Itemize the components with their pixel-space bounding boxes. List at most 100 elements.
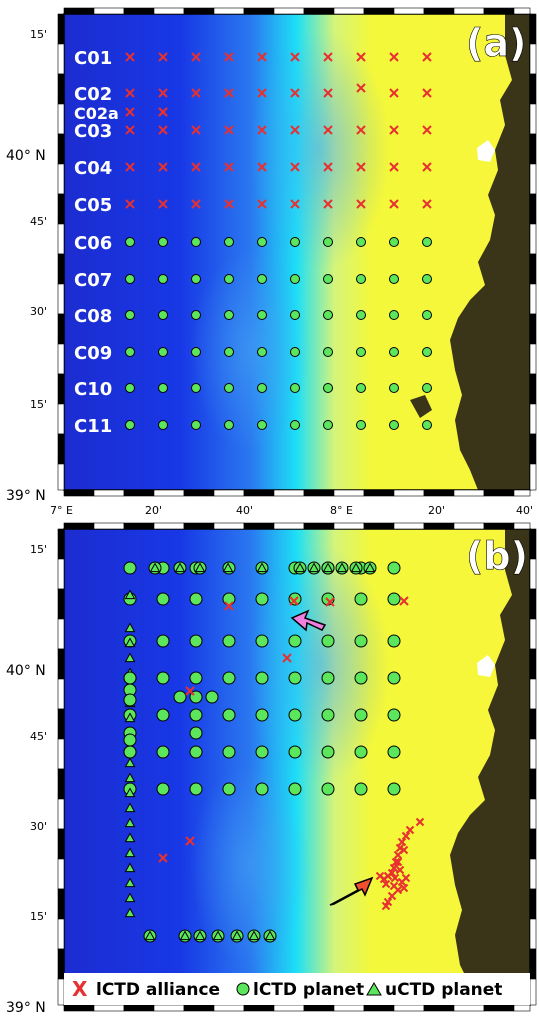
uctd-planet-marker [222, 562, 234, 573]
lctd-planet-marker [321, 671, 335, 685]
circle-marker-icon [236, 982, 250, 996]
lctd-planet-marker [387, 671, 401, 685]
lctd-planet-marker [321, 782, 335, 796]
lon-tick: 8° E [330, 504, 353, 517]
lctd-alliance-marker [282, 653, 292, 663]
lctd-planet-marker [125, 383, 135, 393]
lctd-alliance-marker [389, 52, 399, 62]
lctd-planet-marker [224, 310, 234, 320]
lctd-planet-marker [123, 693, 137, 707]
lat-tick-b: 39° N [6, 1000, 46, 1016]
lctd-planet-marker [323, 310, 333, 320]
lctd-alliance-marker [323, 125, 333, 135]
uctd-planet-marker [179, 930, 191, 941]
uctd-planet-marker [124, 907, 136, 918]
lctd-alliance-marker [257, 199, 267, 209]
lon-tick: 20' [145, 504, 162, 517]
lctd-alliance-marker [158, 125, 168, 135]
uctd-planet-marker [336, 562, 348, 573]
island-white-a [477, 140, 495, 162]
lctd-planet-marker [156, 671, 170, 685]
uctd-planet-marker [124, 862, 136, 873]
lctd-alliance-marker [158, 162, 168, 172]
lctd-planet-marker [125, 310, 135, 320]
lctd-planet-marker [189, 592, 203, 606]
lctd-planet-marker [255, 745, 269, 759]
lctd-planet-marker [156, 782, 170, 796]
lctd-alliance-marker [158, 853, 168, 863]
lat-tick-a: 39° N [6, 488, 46, 504]
lctd-planet-marker [290, 383, 300, 393]
row-label: C01 [74, 48, 112, 69]
row-label: C09 [74, 343, 112, 364]
lctd-planet-marker [323, 347, 333, 357]
lctd-planet-marker [156, 708, 170, 722]
lctd-alliance-marker [399, 845, 409, 855]
panel-a-label: (a) [466, 21, 526, 65]
lctd-planet-marker [354, 671, 368, 685]
lctd-alliance-marker [375, 871, 385, 881]
lctd-planet-marker [422, 310, 432, 320]
uctd-planet-marker [124, 772, 136, 783]
lctd-planet-marker [156, 745, 170, 759]
lctd-alliance-marker [422, 199, 432, 209]
lctd-planet-marker [158, 383, 168, 393]
lctd-planet-marker [156, 592, 170, 606]
lctd-planet-marker [255, 592, 269, 606]
lctd-alliance-marker [387, 891, 397, 901]
lctd-planet-marker [290, 420, 300, 430]
lat-tick-a: 15' [30, 398, 47, 411]
lat-tick-a: 15' [30, 28, 47, 41]
lctd-alliance-marker [391, 857, 401, 867]
row-label: C06 [74, 233, 112, 254]
uctd-planet-marker [124, 652, 136, 663]
uctd-planet-marker [124, 832, 136, 843]
lctd-planet-marker [290, 310, 300, 320]
lctd-planet-marker [354, 708, 368, 722]
lat-tick-b: 45' [30, 730, 47, 743]
uctd-planet-marker [124, 892, 136, 903]
lctd-alliance-marker [125, 125, 135, 135]
lat-tick-b: 15' [30, 543, 47, 556]
uctd-planet-marker [322, 562, 334, 573]
uctd-planet-marker [194, 562, 206, 573]
lctd-planet-marker [389, 347, 399, 357]
lctd-alliance-marker [290, 52, 300, 62]
lctd-alliance-marker [289, 596, 299, 606]
uctd-planet-marker [124, 787, 136, 798]
lon-tick: 7° E [50, 504, 73, 517]
uctd-planet-marker [124, 589, 136, 600]
lctd-alliance-marker [224, 601, 234, 611]
lctd-planet-marker [323, 420, 333, 430]
lctd-alliance-marker [158, 107, 168, 117]
uctd-planet-marker [144, 930, 156, 941]
land-a [450, 14, 530, 490]
legend-label-uctd: uCTD planet [385, 980, 502, 1000]
uctd-planet-marker [248, 930, 260, 941]
lctd-alliance-marker [125, 52, 135, 62]
lctd-planet-marker [354, 745, 368, 759]
lctd-alliance-marker [125, 107, 135, 117]
lctd-alliance-marker [422, 88, 432, 98]
legend-item-planet: lCTD planet [236, 980, 364, 1000]
lctd-alliance-marker [381, 879, 391, 889]
lctd-planet-marker [173, 690, 187, 704]
lctd-planet-marker [222, 782, 236, 796]
row-label: C10 [74, 379, 112, 400]
lctd-alliance-marker [158, 88, 168, 98]
lctd-planet-marker [422, 383, 432, 393]
triangle-marker-icon [366, 982, 382, 996]
lctd-planet-marker [356, 347, 366, 357]
lctd-alliance-marker [399, 883, 409, 893]
x-marker-icon: X [72, 977, 88, 1001]
lctd-planet-marker [422, 274, 432, 284]
lctd-alliance-marker [125, 88, 135, 98]
lctd-planet-marker [191, 420, 201, 430]
lctd-planet-marker [158, 347, 168, 357]
lctd-alliance-marker [290, 125, 300, 135]
lat-tick-b: 40° N [6, 663, 46, 679]
pink-arrow [290, 609, 327, 632]
lctd-planet-marker [191, 383, 201, 393]
lctd-planet-marker [323, 274, 333, 284]
lctd-planet-marker [257, 237, 267, 247]
